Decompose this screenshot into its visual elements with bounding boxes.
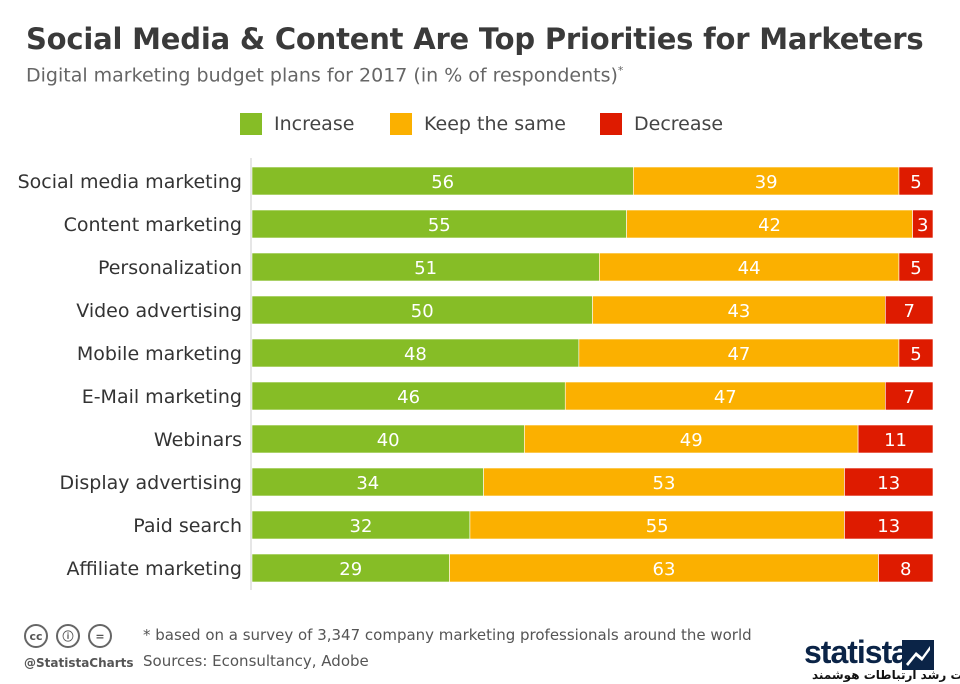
data-label-personalization-decrease: 5 bbox=[910, 258, 921, 279]
license-icons: cc ⓘ = bbox=[24, 624, 120, 648]
bar-video-advertising-increase bbox=[251, 295, 593, 325]
bar-video-advertising-decrease bbox=[885, 295, 934, 325]
bar-mobile-marketing-decrease bbox=[898, 338, 934, 368]
bar-content-marketing-decrease bbox=[912, 209, 934, 239]
category-label-e-mail-marketing: E-Mail marketing bbox=[82, 386, 242, 408]
data-label-webinars-decrease: 11 bbox=[884, 430, 907, 451]
data-label-display-advertising-increase: 34 bbox=[356, 473, 379, 494]
statista-charts-handle: @StatistaCharts bbox=[24, 656, 134, 670]
data-label-social-media-marketing-increase: 56 bbox=[431, 172, 454, 193]
category-label-personalization: Personalization bbox=[98, 257, 242, 279]
bar-e-mail-marketing-increase bbox=[251, 381, 566, 411]
bar-personalization-increase bbox=[251, 252, 600, 282]
data-label-social-media-marketing-keep-the-same: 39 bbox=[755, 172, 778, 193]
legend-swatch-increase bbox=[240, 113, 262, 135]
category-label-social-media-marketing: Social media marketing bbox=[18, 171, 242, 193]
data-label-e-mail-marketing-decrease: 7 bbox=[903, 387, 914, 408]
data-label-personalization-increase: 51 bbox=[414, 258, 437, 279]
legend-swatch-keep-the-same bbox=[390, 113, 412, 135]
bar-webinars-decrease bbox=[857, 424, 934, 454]
legend-label-increase: Increase bbox=[274, 113, 355, 135]
data-label-content-marketing-increase: 55 bbox=[428, 215, 451, 236]
attribution-icon: ⓘ bbox=[56, 624, 80, 648]
bar-mobile-marketing-increase bbox=[251, 338, 580, 368]
legend-item-increase: Increase bbox=[240, 111, 354, 137]
data-label-display-advertising-decrease: 13 bbox=[877, 473, 900, 494]
bar-webinars-increase bbox=[251, 424, 525, 454]
bar-social-media-marketing-decrease bbox=[898, 166, 934, 196]
bar-personalization-keep-the-same bbox=[599, 252, 900, 282]
data-label-webinars-keep-the-same: 49 bbox=[680, 430, 703, 451]
bar-display-advertising-decrease bbox=[844, 467, 934, 497]
data-label-e-mail-marketing-increase: 46 bbox=[397, 387, 420, 408]
no-derivatives-icon: = bbox=[88, 624, 112, 648]
bar-personalization-decrease bbox=[898, 252, 934, 282]
data-label-video-advertising-keep-the-same: 43 bbox=[727, 301, 750, 322]
bar-paid-search-keep-the-same bbox=[469, 510, 845, 540]
bar-e-mail-marketing-decrease bbox=[885, 381, 934, 411]
bar-paid-search-decrease bbox=[844, 510, 934, 540]
bar-e-mail-marketing-keep-the-same bbox=[564, 381, 886, 411]
chart-title: Social Media & Content Are Top Prioritie… bbox=[26, 22, 924, 56]
bar-display-advertising-keep-the-same bbox=[483, 467, 845, 497]
data-label-mobile-marketing-decrease: 5 bbox=[910, 344, 921, 365]
bar-content-marketing-increase bbox=[251, 209, 627, 239]
bar-social-media-marketing-keep-the-same bbox=[633, 166, 900, 196]
chart-subtitle: Digital marketing budget plans for 2017 … bbox=[26, 64, 623, 86]
category-label-content-marketing: Content marketing bbox=[64, 214, 242, 236]
data-label-paid-search-increase: 32 bbox=[350, 516, 373, 537]
legend-item-keep-the-same: Keep the same bbox=[390, 111, 566, 137]
legend-swatch-decrease bbox=[600, 113, 622, 135]
bar-display-advertising-increase bbox=[251, 467, 484, 497]
data-label-e-mail-marketing-keep-the-same: 47 bbox=[714, 387, 737, 408]
category-label-affiliate-marketing: Affiliate marketing bbox=[66, 558, 242, 580]
bar-affiliate-marketing-decrease bbox=[878, 553, 934, 583]
bar-mobile-marketing-keep-the-same bbox=[578, 338, 900, 368]
data-label-social-media-marketing-decrease: 5 bbox=[910, 172, 921, 193]
bar-video-advertising-keep-the-same bbox=[592, 295, 886, 325]
subtitle-footnote-mark: * bbox=[617, 64, 624, 77]
legend-label-decrease: Decrease bbox=[634, 113, 724, 135]
statista-logo-icon bbox=[902, 640, 934, 670]
subtitle-text: Digital marketing budget plans for 2017 … bbox=[26, 64, 618, 87]
bar-webinars-keep-the-same bbox=[524, 424, 859, 454]
bar-paid-search-increase bbox=[251, 510, 471, 540]
footnote: * based on a survey of 3,347 company mar… bbox=[143, 626, 752, 644]
data-label-webinars-increase: 40 bbox=[377, 430, 400, 451]
data-label-mobile-marketing-keep-the-same: 47 bbox=[727, 344, 750, 365]
legend-item-decrease: Decrease bbox=[600, 111, 723, 137]
cc-icon: cc bbox=[24, 624, 48, 648]
category-label-paid-search: Paid search bbox=[133, 515, 242, 537]
category-label-display-advertising: Display advertising bbox=[59, 472, 242, 494]
legend-label-keep-the-same: Keep the same bbox=[424, 113, 566, 135]
data-label-video-advertising-increase: 50 bbox=[411, 301, 434, 322]
data-label-personalization-keep-the-same: 44 bbox=[738, 258, 761, 279]
legend: Increase Keep the same Decrease bbox=[0, 111, 960, 137]
bar-content-marketing-keep-the-same bbox=[626, 209, 913, 239]
data-label-affiliate-marketing-keep-the-same: 63 bbox=[653, 559, 676, 580]
company-name: شرکت رشد ارتباطات هوشمند bbox=[812, 668, 960, 682]
data-label-affiliate-marketing-increase: 29 bbox=[339, 559, 362, 580]
category-label-mobile-marketing: Mobile marketing bbox=[77, 343, 242, 365]
statista-logo: statista bbox=[804, 634, 909, 670]
data-label-display-advertising-keep-the-same: 53 bbox=[653, 473, 676, 494]
category-label-video-advertising: Video advertising bbox=[76, 300, 242, 322]
data-label-content-marketing-keep-the-same: 42 bbox=[758, 215, 781, 236]
data-label-content-marketing-decrease: 3 bbox=[917, 215, 928, 236]
category-label-webinars: Webinars bbox=[154, 429, 242, 451]
data-label-paid-search-keep-the-same: 55 bbox=[646, 516, 669, 537]
stacked-bar-chart: Social media marketing 56 39 5 Content marke… bbox=[18, 158, 934, 590]
data-label-affiliate-marketing-decrease: 8 bbox=[900, 559, 911, 580]
data-label-video-advertising-decrease: 7 bbox=[903, 301, 914, 322]
data-label-paid-search-decrease: 13 bbox=[877, 516, 900, 537]
data-label-mobile-marketing-increase: 48 bbox=[404, 344, 427, 365]
sources: Sources: Econsultancy, Adobe bbox=[143, 652, 369, 670]
bar-social-media-marketing-increase bbox=[251, 166, 634, 196]
